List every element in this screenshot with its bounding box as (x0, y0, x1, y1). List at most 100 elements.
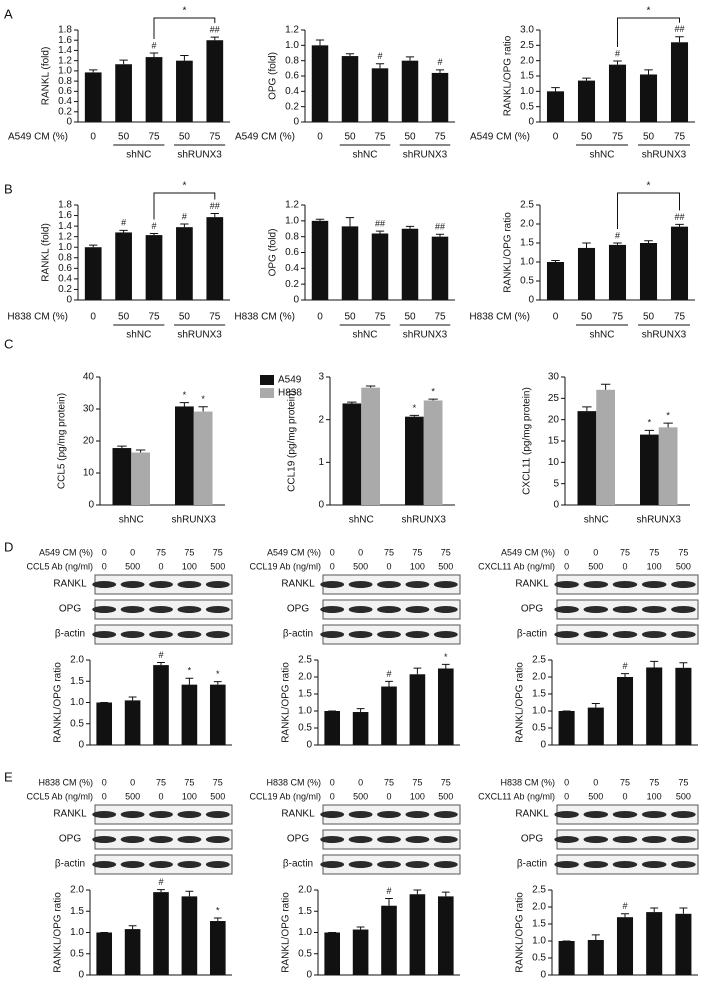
blot-band (205, 606, 230, 613)
bar (352, 929, 369, 975)
blot-band (405, 861, 430, 868)
y-axis-label: RANKL/OPG ratio (281, 892, 292, 973)
y-tick-label: 1.0 (58, 242, 72, 253)
blot-band (92, 631, 117, 638)
x-tick-label: 75 (209, 132, 221, 143)
x-tick-label: 75 (374, 312, 386, 323)
blot-band (205, 631, 230, 638)
bar (371, 68, 389, 122)
blot-band (120, 581, 145, 588)
y-tick-label: 3.0 (520, 25, 534, 36)
y-tick-label: 1.5 (520, 238, 534, 249)
y-axis-label: CCL5 (pg/mg protein) (57, 393, 68, 489)
error-bar (441, 663, 450, 669)
blot-band (149, 836, 173, 843)
group-label: shRUNX3 (177, 330, 222, 341)
blot-band (320, 861, 345, 868)
y-axis-label: RANKL/OPG ratio (503, 212, 514, 293)
x-tick-label: 0 (317, 132, 323, 143)
blot-lane-label: 0 (564, 791, 569, 801)
blot-band (120, 811, 145, 818)
x-tick-label: 50 (344, 132, 356, 143)
y-tick-label: 1.0 (285, 215, 299, 226)
bar (124, 700, 141, 745)
bar (324, 932, 341, 975)
blot-lane-label: 500 (210, 561, 225, 571)
y-tick-label: 25 (548, 393, 560, 404)
blot-band (612, 811, 638, 818)
blot-lane-label: 0 (330, 791, 335, 801)
y-tick-label: 0.8 (285, 55, 299, 66)
bar (206, 217, 224, 300)
bar (206, 40, 224, 122)
y-tick-label: 1.5 (298, 906, 312, 917)
bar (675, 667, 692, 745)
annotation: ## (435, 222, 445, 232)
error-bar (185, 677, 194, 685)
blot-band (177, 606, 202, 613)
blot-band (377, 861, 401, 868)
blot-band (92, 861, 117, 868)
annotation: # (622, 901, 627, 911)
blot-band (348, 581, 373, 588)
blot-band (120, 861, 145, 868)
blot-lane-label: 75 (678, 547, 688, 557)
y-tick-label: 0 (293, 117, 299, 128)
y-axis-label: OPG (fold) (268, 229, 279, 277)
y-axis-label: RANKL/OPG ratio (281, 662, 292, 743)
bar (176, 60, 193, 122)
x-tick-label: 75 (209, 312, 221, 323)
error-bar (157, 889, 165, 893)
x-tick-label: shNC (349, 515, 374, 526)
blot-band (149, 631, 173, 638)
bar (311, 220, 329, 300)
y-tick-label: 2.5 (520, 40, 534, 51)
bar (361, 387, 380, 505)
blot-lane-label: 0 (158, 561, 163, 571)
error-bar (213, 681, 222, 685)
blot-lane-label: 100 (410, 561, 425, 571)
x-tick-label: 0 (90, 312, 96, 323)
blot-band (641, 581, 667, 588)
blot-lane-label: 0 (158, 791, 163, 801)
y-tick-label: 1.4 (58, 221, 72, 232)
error-bar (675, 36, 684, 43)
error-bar (180, 55, 189, 61)
y-axis-label: RANKL (fold) (41, 223, 52, 282)
y-tick-label: 2.0 (532, 672, 546, 683)
error-bar (117, 445, 127, 449)
bar (639, 74, 658, 122)
blot-lane-label: 75 (441, 547, 451, 557)
x-axis-label: H838 CM (%) (234, 312, 295, 323)
y-tick-label: 1.5 (520, 71, 534, 82)
blot-band (554, 836, 579, 843)
blot-header-label: H838 CM (%) (266, 777, 321, 787)
blot-band (671, 861, 696, 868)
blot-band (583, 811, 609, 818)
y-tick-label: 1.0 (298, 927, 312, 938)
blot-band-label: β-actin (517, 859, 547, 870)
blot-lane-label: 75 (649, 547, 659, 557)
blot-band-label: OPG (59, 604, 81, 615)
blot-lane-label: 500 (438, 791, 453, 801)
x-tick-label: shNC (119, 515, 144, 526)
blot-lane-label: 75 (412, 547, 422, 557)
annotation: # (121, 218, 126, 228)
blot-band (120, 836, 145, 843)
y-tick-label: 2 (318, 414, 324, 425)
blot-header-label: CCL5 Ab (ng/ml) (26, 791, 93, 801)
y-axis-label: OPG (fold) (268, 52, 279, 100)
y-tick-label: 40 (83, 372, 95, 383)
blot-band (405, 581, 430, 588)
blot-lane-label: 100 (647, 791, 662, 801)
blot-band (348, 606, 373, 613)
error-bar (435, 233, 445, 237)
y-tick-label: 0.8 (285, 231, 299, 242)
blot-header-label: CXCL11 Ab (ng/ml) (478, 561, 555, 571)
y-tick-label: 3 (318, 372, 324, 383)
y-tick-label: 1.8 (58, 200, 72, 211)
bar (124, 929, 141, 975)
blot-band (433, 631, 458, 638)
annotation: * (183, 390, 187, 400)
